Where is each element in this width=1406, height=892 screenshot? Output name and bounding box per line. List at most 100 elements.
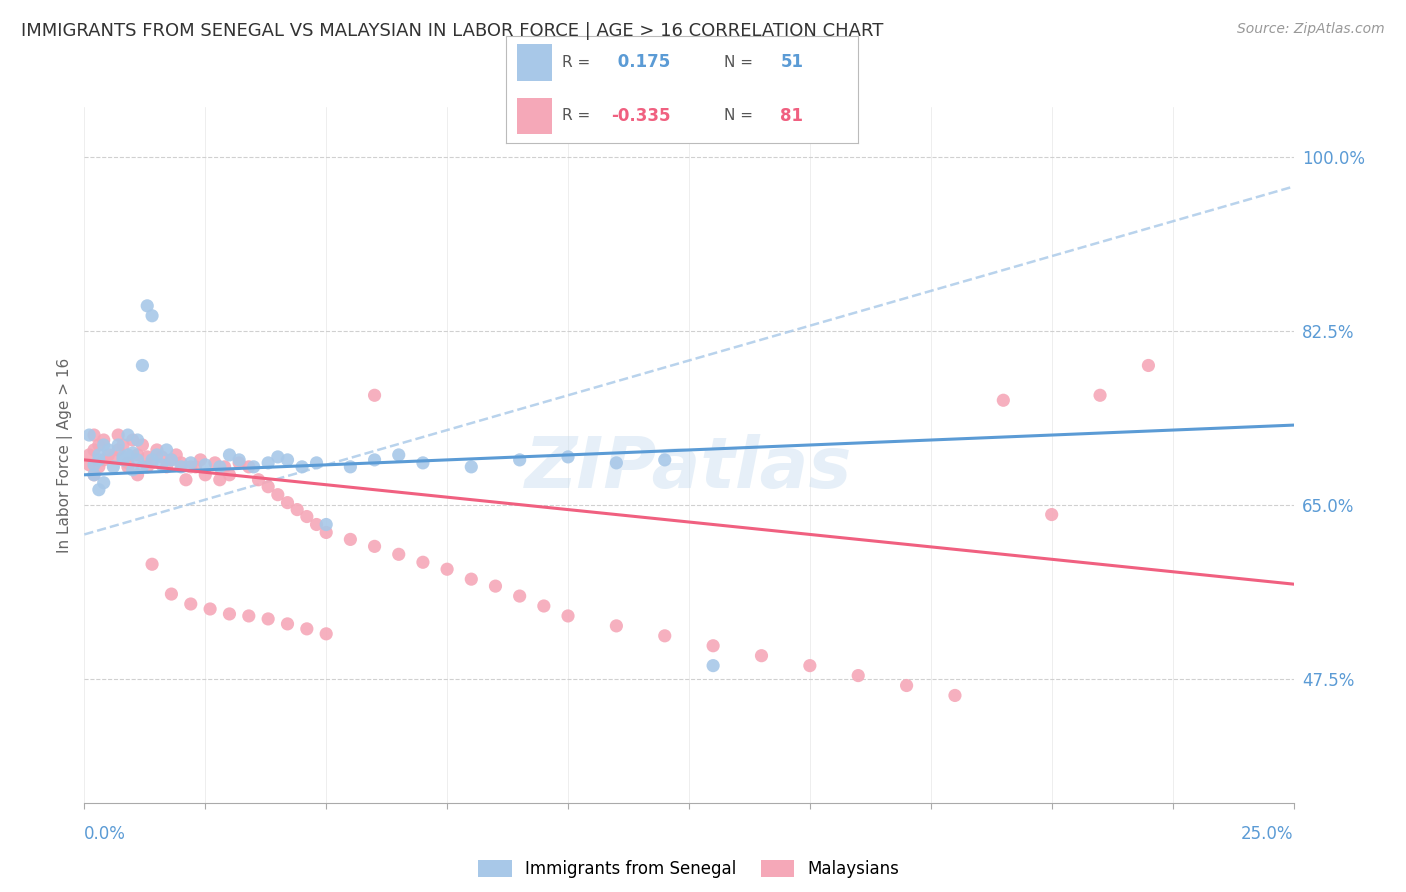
- Point: [93, 438, 115, 452]
- Point: [150, 458, 173, 472]
- Point: [107, 438, 129, 452]
- Point: [557, 450, 579, 464]
- Point: [97, 442, 120, 457]
- Point: [247, 473, 270, 487]
- Point: [605, 619, 627, 633]
- Point: [557, 609, 579, 624]
- Point: [117, 456, 139, 470]
- Point: [131, 359, 153, 373]
- Point: [285, 502, 308, 516]
- Point: [218, 448, 240, 462]
- Point: [107, 442, 129, 457]
- Point: [194, 467, 217, 482]
- Point: [460, 459, 482, 474]
- Point: [295, 509, 318, 524]
- Point: [363, 388, 385, 402]
- Point: [896, 679, 918, 693]
- Point: [751, 648, 773, 663]
- Point: [127, 448, 149, 462]
- Point: [87, 448, 110, 462]
- Point: [943, 689, 966, 703]
- Point: [112, 453, 135, 467]
- Point: [654, 453, 676, 467]
- Point: [799, 658, 821, 673]
- Point: [83, 467, 105, 482]
- Point: [238, 459, 260, 474]
- Point: [141, 558, 163, 572]
- Point: [121, 463, 143, 477]
- Text: N =: N =: [724, 55, 754, 70]
- Point: [77, 448, 100, 462]
- Bar: [517, 98, 551, 134]
- Point: [509, 589, 531, 603]
- Point: [460, 572, 482, 586]
- Point: [1088, 388, 1111, 402]
- Point: [257, 456, 280, 470]
- Point: [388, 547, 411, 561]
- Point: [267, 488, 290, 502]
- Point: [363, 453, 385, 467]
- Point: [141, 453, 163, 467]
- Point: [97, 448, 120, 462]
- Point: [436, 562, 458, 576]
- Text: 81: 81: [780, 107, 803, 125]
- Point: [276, 453, 298, 467]
- Point: [121, 446, 143, 460]
- Text: IMMIGRANTS FROM SENEGAL VS MALAYSIAN IN LABOR FORCE | AGE > 16 CORRELATION CHART: IMMIGRANTS FROM SENEGAL VS MALAYSIAN IN …: [21, 22, 883, 40]
- Point: [141, 456, 163, 470]
- Point: [605, 456, 627, 470]
- Bar: [517, 45, 551, 80]
- Point: [846, 668, 869, 682]
- Point: [305, 517, 328, 532]
- Point: [509, 453, 531, 467]
- Point: [291, 459, 314, 474]
- Point: [388, 448, 411, 462]
- Point: [315, 525, 337, 540]
- Point: [180, 597, 202, 611]
- Point: [208, 473, 231, 487]
- Point: [238, 609, 260, 624]
- Text: Source: ZipAtlas.com: Source: ZipAtlas.com: [1237, 22, 1385, 37]
- Point: [654, 629, 676, 643]
- Point: [127, 453, 149, 467]
- Point: [146, 448, 169, 462]
- Point: [83, 442, 105, 457]
- Text: R =: R =: [562, 109, 591, 123]
- Point: [218, 467, 240, 482]
- Point: [121, 433, 143, 447]
- Point: [103, 450, 125, 464]
- Point: [117, 448, 139, 462]
- Point: [305, 456, 328, 470]
- Point: [146, 442, 169, 457]
- Point: [339, 533, 361, 547]
- Point: [295, 622, 318, 636]
- Point: [412, 456, 434, 470]
- Point: [93, 475, 115, 490]
- Point: [412, 555, 434, 569]
- Point: [174, 473, 197, 487]
- Point: [150, 450, 173, 464]
- Point: [257, 612, 280, 626]
- Point: [194, 458, 217, 472]
- Point: [87, 459, 110, 474]
- Point: [180, 456, 202, 470]
- Point: [103, 459, 125, 474]
- Point: [363, 540, 385, 554]
- Point: [702, 639, 724, 653]
- Text: 25.0%: 25.0%: [1241, 825, 1294, 843]
- Point: [87, 453, 110, 467]
- Point: [204, 456, 226, 470]
- Text: R =: R =: [562, 55, 591, 70]
- Point: [242, 459, 264, 474]
- Point: [276, 495, 298, 509]
- Point: [93, 433, 115, 447]
- Point: [87, 438, 110, 452]
- Point: [141, 309, 163, 323]
- Point: [198, 602, 221, 616]
- Point: [165, 448, 187, 462]
- Point: [170, 459, 193, 474]
- Point: [315, 517, 337, 532]
- Point: [127, 433, 149, 447]
- Point: [77, 458, 100, 472]
- Point: [228, 453, 250, 467]
